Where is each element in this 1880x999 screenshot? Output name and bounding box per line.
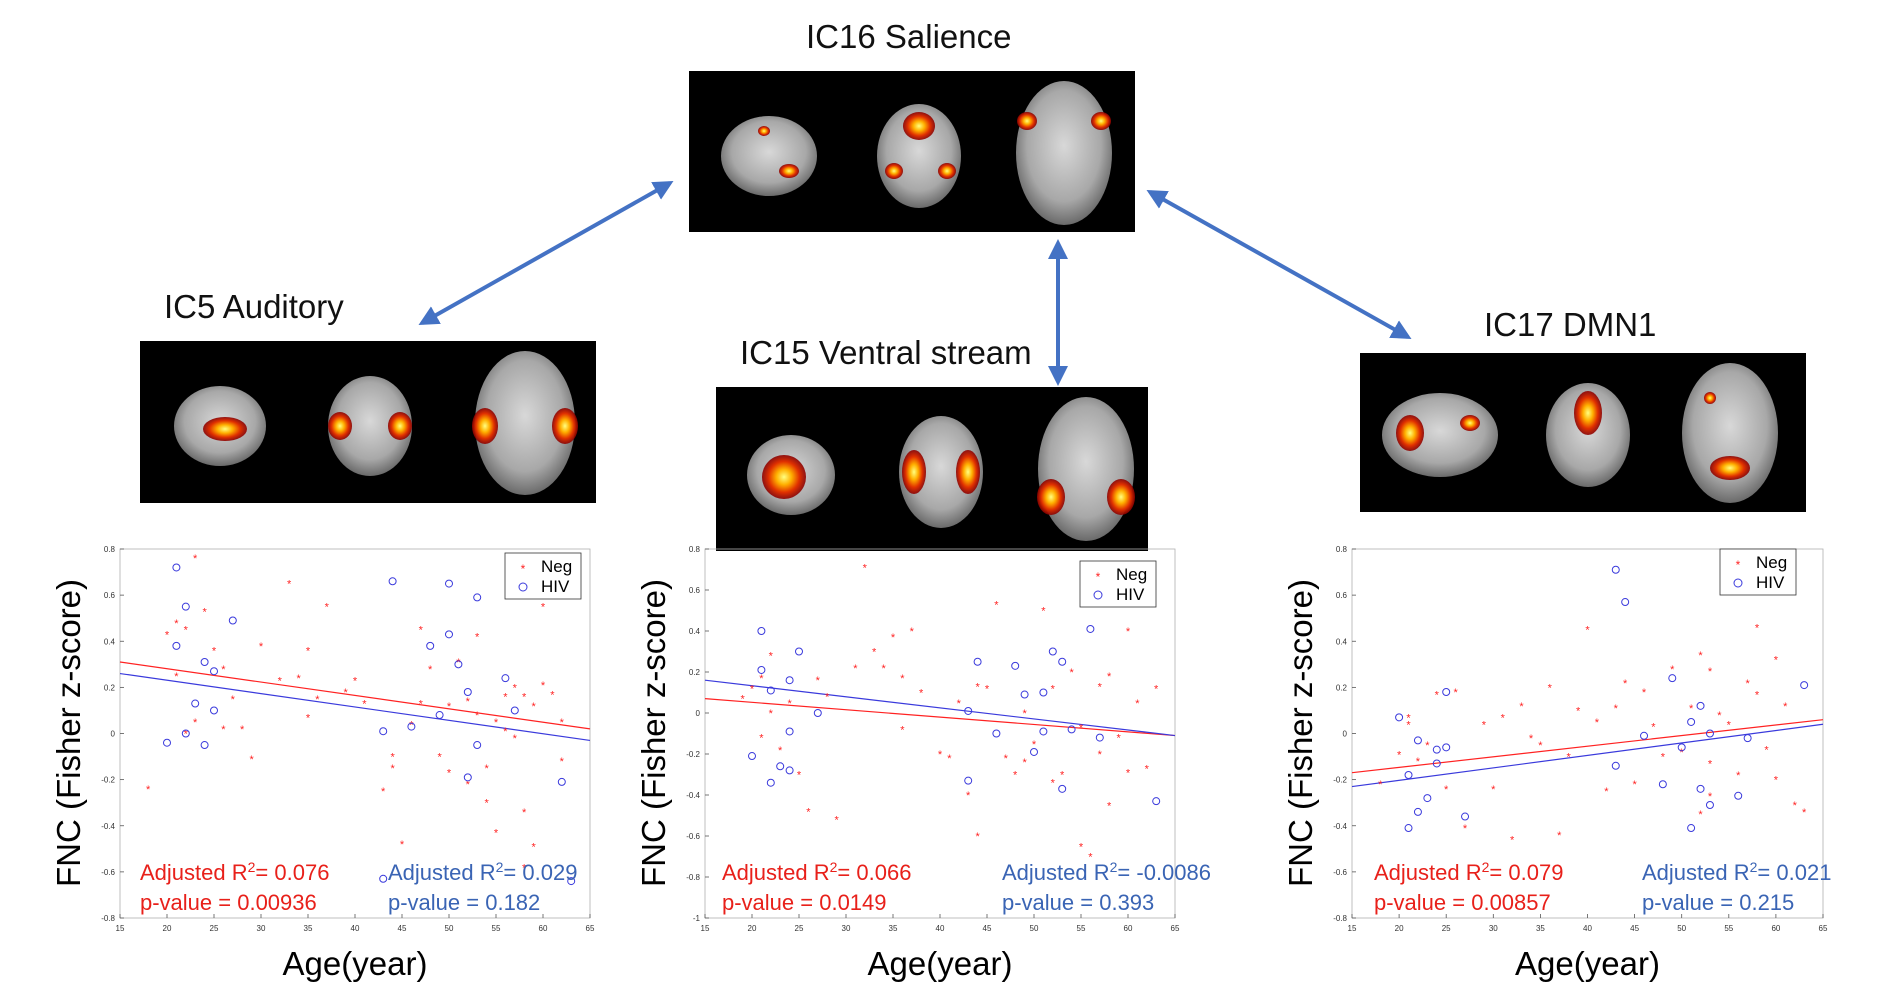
ic17-title: IC17 DMN1 xyxy=(1484,306,1657,343)
ic17-brain-svg xyxy=(1382,363,1778,503)
ic15-title: IC15 Ventral stream xyxy=(740,334,1032,371)
ic15-brain-image xyxy=(716,387,1148,551)
ic5-brain-svg xyxy=(174,351,578,495)
ic16-title: IC16 Salience xyxy=(806,18,1012,55)
arrow-salience-auditory xyxy=(418,181,674,325)
ic5-brain-image xyxy=(140,341,596,503)
ic15-brain-svg xyxy=(747,397,1135,541)
ic16-brain-image xyxy=(689,71,1135,232)
arrow-salience-dmn xyxy=(1146,190,1412,339)
ic17-brain-image xyxy=(1360,353,1806,512)
ic16-brain-svg xyxy=(721,81,1112,225)
ic5-title: IC5 Auditory xyxy=(164,288,344,325)
